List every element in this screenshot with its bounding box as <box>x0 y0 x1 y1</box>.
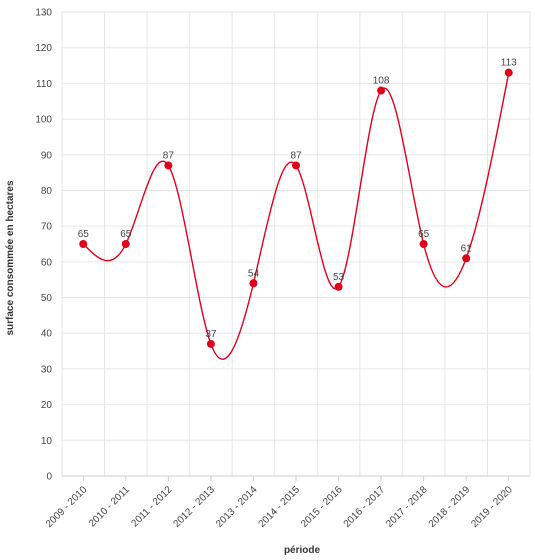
data-label: 65 <box>78 229 90 240</box>
grid <box>61 11 531 477</box>
x-tick-label: 2013 - 2014 <box>214 484 260 530</box>
data-point[interactable] <box>419 240 428 248</box>
y-tick-label: 30 <box>41 364 53 375</box>
x-tick-label: 2011 - 2012 <box>129 484 174 529</box>
data-label: 65 <box>120 229 132 240</box>
data-point[interactable] <box>164 161 173 170</box>
y-tick-label: 120 <box>35 43 52 54</box>
y-tick-label: 10 <box>41 436 53 447</box>
data-label: 113 <box>501 58 517 69</box>
x-tick-label: 2009 - 2010 <box>44 484 90 530</box>
data-labels: 65 65 87 37 54 87 53 108 65 61 113 <box>78 58 517 340</box>
y-axis-title: surface consommée en hectares <box>5 180 16 336</box>
data-label: 61 <box>461 243 473 254</box>
x-tick-label: 2014 - 2015 <box>257 484 303 530</box>
y-tick-label: 0 <box>46 472 52 483</box>
data-label: 87 <box>163 150 175 161</box>
data-point[interactable] <box>79 240 88 248</box>
data-point[interactable] <box>292 161 300 170</box>
series <box>79 68 513 360</box>
y-tick-label: 60 <box>41 257 53 268</box>
y-tick-label: 80 <box>41 186 53 197</box>
y-tick-label: 50 <box>41 293 53 304</box>
y-tick-label: 20 <box>41 400 53 411</box>
data-point[interactable] <box>249 279 258 288</box>
y-axis: 0 10 20 30 40 50 60 70 80 90 100 110 120 130 <box>35 8 52 483</box>
x-tick-label: 2012 - 2013 <box>171 484 217 530</box>
y-tick-label: 110 <box>36 79 52 90</box>
data-label: 87 <box>290 150 302 161</box>
data-point[interactable] <box>206 339 215 348</box>
data-label: 108 <box>373 76 390 87</box>
y-tick-label: 130 <box>35 8 52 19</box>
x-axis-title: période <box>284 545 321 556</box>
data-point[interactable] <box>334 282 343 291</box>
data-label: 54 <box>248 268 260 279</box>
y-tick-label: 90 <box>41 150 53 161</box>
x-tick-label: 2010 - 2011 <box>87 484 132 529</box>
x-tick-label: 2017 - 2018 <box>384 484 430 530</box>
y-tick-label: 70 <box>41 222 53 233</box>
data-label: 37 <box>205 329 217 340</box>
data-label: 65 <box>418 229 430 240</box>
x-tick-label: 2016 - 2017 <box>342 484 388 530</box>
data-point[interactable] <box>377 86 386 95</box>
y-tick-label: 100 <box>35 115 52 126</box>
x-tick-label: 2019 - 2020 <box>469 484 515 530</box>
x-tick-label: 2018 - 2019 <box>427 484 473 530</box>
data-point[interactable] <box>121 240 130 248</box>
data-label: 53 <box>333 272 345 283</box>
x-tick-label: 2015 - 2016 <box>299 484 345 530</box>
data-point[interactable] <box>462 254 471 263</box>
y-tick-label: 40 <box>41 329 53 340</box>
data-point[interactable] <box>504 68 513 77</box>
